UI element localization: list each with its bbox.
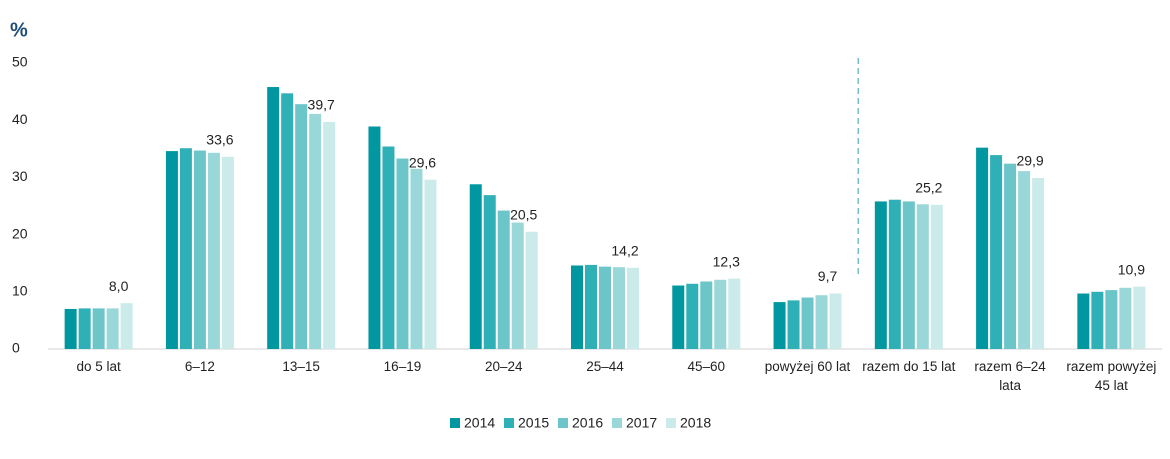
legend-label: 2018 <box>680 415 711 431</box>
value-label: 20,5 <box>510 206 537 222</box>
legend-label: 2017 <box>626 415 657 431</box>
bar <box>483 195 496 349</box>
bar <box>267 87 280 350</box>
value-label: 33,6 <box>206 132 233 148</box>
bar <box>382 146 395 349</box>
bar <box>1077 293 1090 349</box>
y-tick-label: 40 <box>12 111 28 127</box>
bar <box>511 222 524 349</box>
bar <box>627 267 639 349</box>
bar <box>78 308 91 349</box>
legend-swatch <box>504 418 514 428</box>
bar <box>64 308 77 349</box>
value-label: 39,7 <box>308 97 335 113</box>
bar <box>815 295 828 349</box>
legend-label: 2016 <box>572 415 603 431</box>
value-label: 25,2 <box>915 180 942 196</box>
x-tick-label: do 5 lat <box>76 359 121 374</box>
bar <box>1105 290 1118 349</box>
bar <box>672 285 685 349</box>
value-label: 10,9 <box>1118 261 1145 277</box>
x-tick-label: 6–12 <box>184 359 215 374</box>
legend-swatch <box>612 418 622 428</box>
bar <box>686 283 699 349</box>
value-label: 29,6 <box>409 154 436 170</box>
bar <box>1119 287 1132 349</box>
bar <box>1032 177 1045 349</box>
value-label: 29,9 <box>1016 153 1043 169</box>
bar <box>368 126 381 349</box>
x-tick-label: powyżej 60 lat <box>764 359 851 374</box>
bar <box>585 264 597 349</box>
bar <box>497 210 510 349</box>
x-tick-label: razem powyżej 45 lat <box>1066 359 1157 393</box>
bar <box>92 308 105 349</box>
bar <box>1018 171 1031 349</box>
x-tick-label: razem do 15 lat <box>862 359 956 374</box>
legend-label: 2014 <box>464 415 495 431</box>
x-tick-label: 25–44 <box>586 359 624 374</box>
legend-swatch <box>666 418 676 428</box>
bar <box>106 308 119 349</box>
bar <box>207 152 220 349</box>
bar <box>888 199 901 349</box>
x-tick-label: 20–24 <box>484 359 523 374</box>
x-tick-label: 16–19 <box>383 359 422 374</box>
bar <box>396 158 409 349</box>
bar <box>728 278 741 349</box>
bar <box>221 156 234 349</box>
bar <box>801 297 814 349</box>
bar <box>714 279 727 349</box>
bar <box>295 104 308 350</box>
bar <box>281 93 294 349</box>
bar <box>309 113 322 350</box>
value-label: 8,0 <box>109 278 129 294</box>
y-axis-label: % <box>10 19 28 41</box>
x-tick-label: 13–15 <box>282 359 320 374</box>
bar <box>599 266 611 349</box>
bar <box>410 168 423 349</box>
bar <box>787 300 800 349</box>
bar <box>1133 286 1146 349</box>
bar <box>165 151 178 349</box>
bar <box>990 155 1003 349</box>
y-tick-label: 10 <box>12 283 28 299</box>
bar <box>469 184 482 349</box>
bar <box>874 201 887 349</box>
bar <box>571 265 583 349</box>
y-tick-label: 30 <box>12 168 28 184</box>
legend-label: 2015 <box>518 415 549 431</box>
y-tick-label: 0 <box>12 340 20 356</box>
bar <box>829 293 842 349</box>
legend-swatch <box>450 418 460 428</box>
bar <box>525 231 538 349</box>
bar <box>902 201 915 349</box>
bar <box>700 281 713 349</box>
value-label: 9,7 <box>818 268 838 284</box>
legend-swatch <box>558 418 568 428</box>
value-label: 12,3 <box>713 253 740 269</box>
bar <box>916 204 929 349</box>
bar <box>613 267 625 349</box>
bar <box>120 303 133 349</box>
bar <box>179 148 192 349</box>
bar <box>1091 291 1104 349</box>
bar <box>930 204 943 349</box>
bar <box>976 147 989 349</box>
bar <box>424 179 437 349</box>
x-tick-label: razem 6–24 lata <box>974 359 1046 393</box>
bar <box>193 150 206 349</box>
bar <box>1004 163 1017 349</box>
y-tick-label: 50 <box>12 54 28 70</box>
value-label: 14,2 <box>611 242 638 258</box>
x-tick-label: 45–60 <box>687 359 726 374</box>
bar <box>773 302 786 349</box>
y-tick-label: 20 <box>12 225 28 241</box>
bar <box>323 121 336 349</box>
